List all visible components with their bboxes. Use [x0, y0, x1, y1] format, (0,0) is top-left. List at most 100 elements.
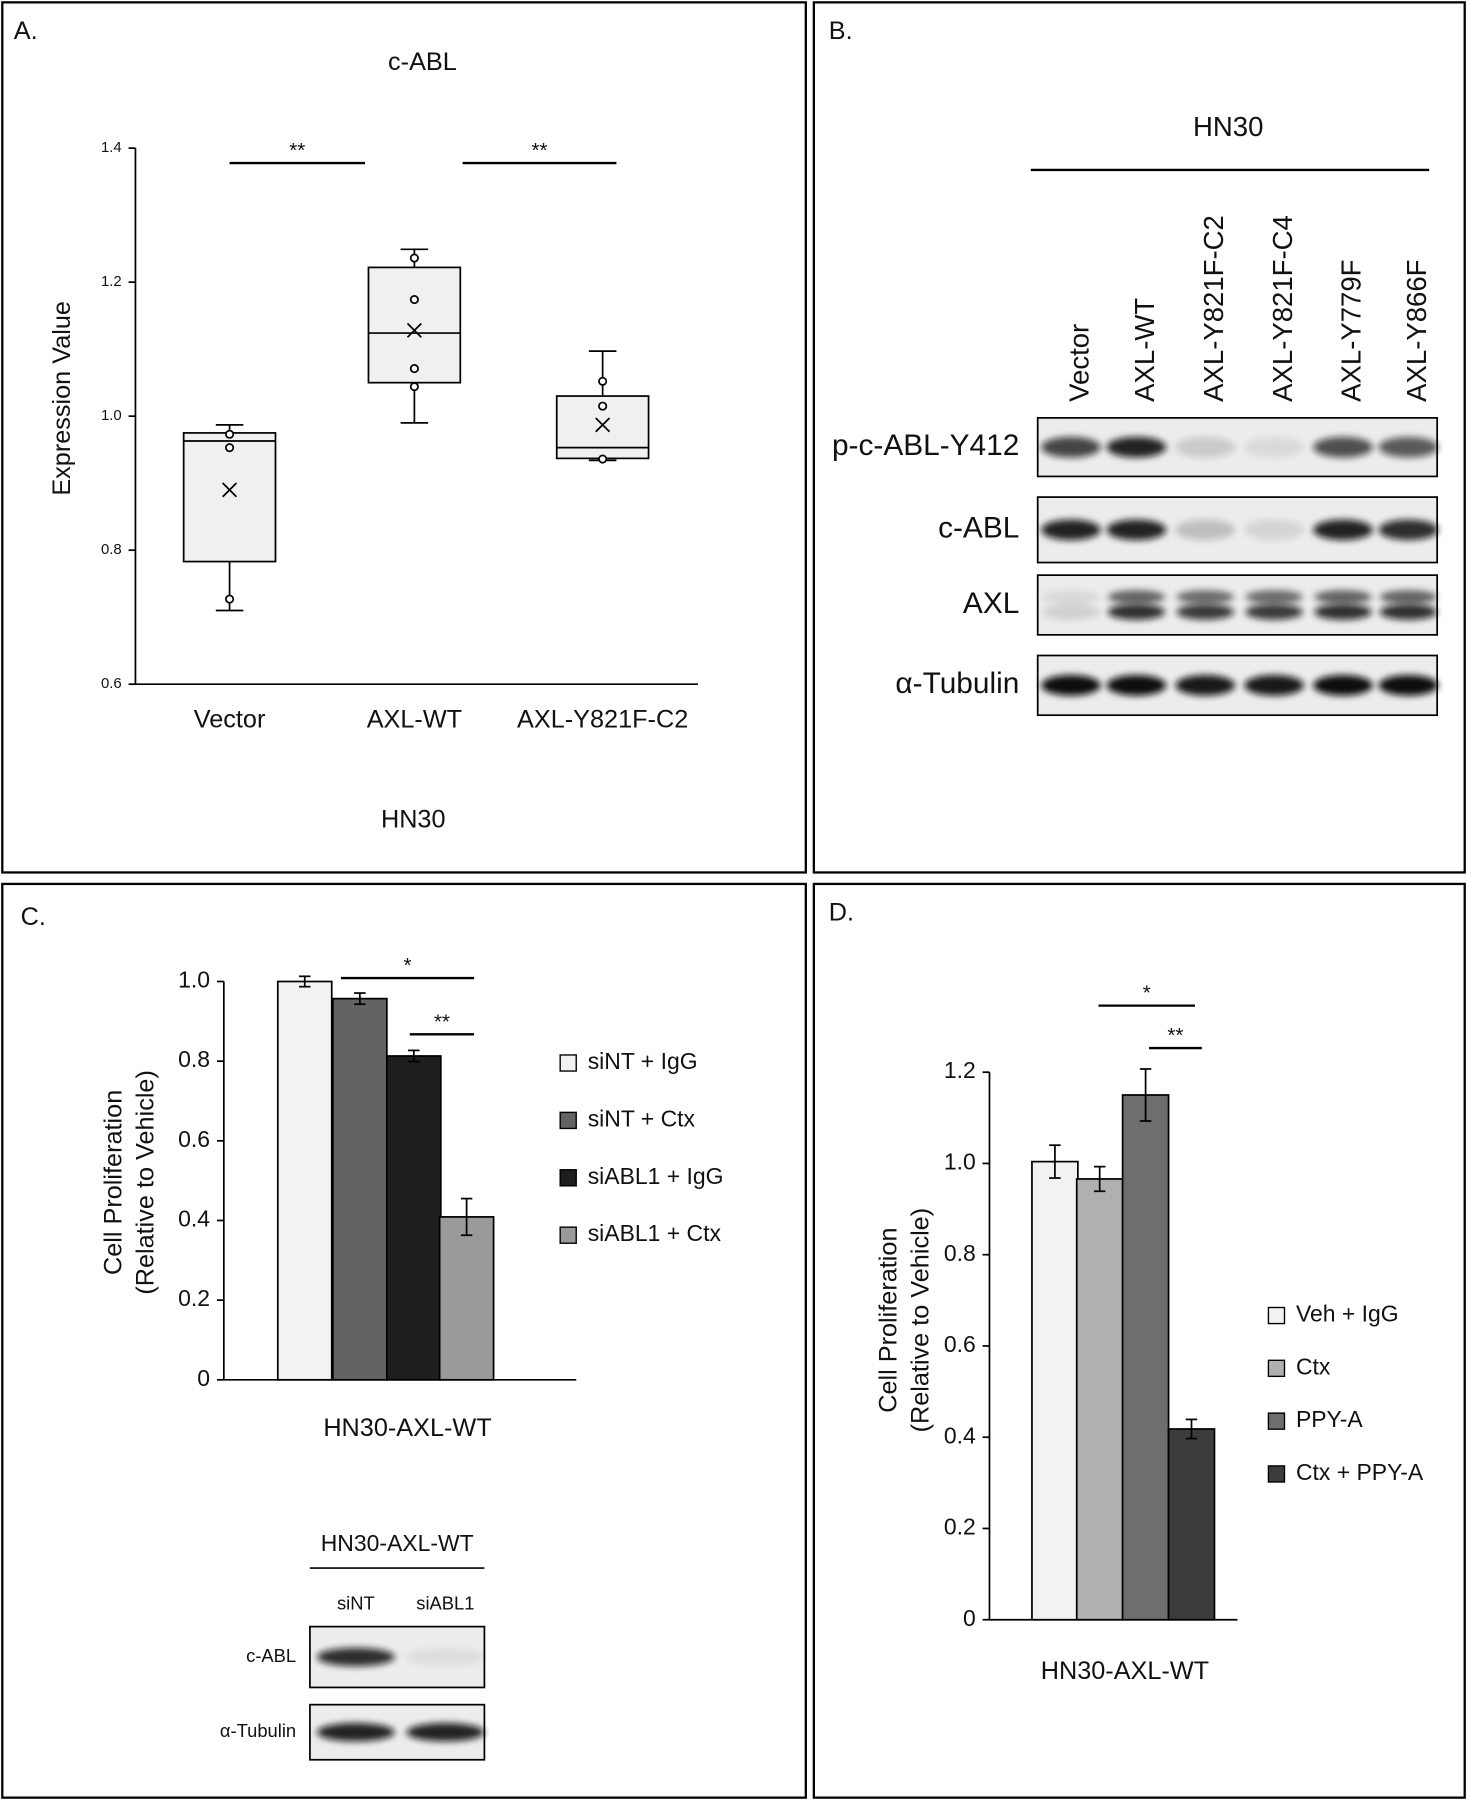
- legend-swatch: [1267, 1359, 1286, 1378]
- y-tick-label: 1.0: [101, 407, 122, 424]
- blot-band: [1175, 436, 1236, 458]
- y-tick-label: 0.4: [178, 1206, 210, 1232]
- x-tick-label: AXL-WT: [367, 706, 462, 734]
- significance-label: **: [434, 1010, 450, 1033]
- blot-band: [1378, 519, 1439, 541]
- blot-band: [1244, 675, 1304, 696]
- bar: [1031, 1160, 1079, 1621]
- data-point: [598, 376, 608, 386]
- blot-band: [1379, 590, 1438, 604]
- legend-swatch: [559, 1054, 577, 1072]
- box: [367, 266, 462, 384]
- y-tick-label: 1.2: [101, 273, 122, 290]
- legend-label: Ctx + PPY-A: [1296, 1459, 1424, 1485]
- legend-swatch: [559, 1169, 577, 1187]
- blot-band: [1314, 603, 1372, 620]
- y-tick-label: 0.4: [944, 1422, 976, 1448]
- legend-label: PPY-A: [1296, 1406, 1363, 1432]
- blot-band: [1175, 519, 1236, 541]
- data-point: [225, 429, 235, 439]
- legend-swatch: [1267, 1412, 1286, 1430]
- blot-band: [316, 1723, 395, 1742]
- blot-membrane: [1036, 574, 1439, 636]
- blot-band: [1313, 519, 1373, 541]
- lane-label: siNT: [337, 1593, 375, 1614]
- lane-label: AXL-Y779F: [1336, 259, 1367, 401]
- data-point: [409, 364, 419, 374]
- blot-band: [1041, 436, 1101, 458]
- significance-label: **: [289, 139, 305, 162]
- blot-band: [1244, 519, 1304, 541]
- legend-swatch: [1267, 1306, 1286, 1325]
- blot-band: [1106, 675, 1167, 696]
- mean-marker: [406, 322, 422, 338]
- blot-row-label: c-ABL: [938, 512, 1019, 545]
- blot-band: [1379, 603, 1438, 620]
- panel-frame: [1, 1, 807, 874]
- panel-label: A.: [14, 17, 38, 45]
- y-tick-label: 0: [963, 1605, 976, 1631]
- lane-label: AXL-Y821F-C4: [1267, 215, 1298, 402]
- bar: [1075, 1178, 1124, 1621]
- bar: [385, 1055, 442, 1381]
- y-tick-label: 0.6: [944, 1331, 976, 1357]
- panel-label: D.: [829, 898, 854, 926]
- y-axis-title: (Relative to Vehicle): [906, 1208, 934, 1433]
- blot-band: [1107, 590, 1166, 604]
- y-axis-title: Expression Value: [48, 301, 76, 496]
- panel-frame: [1, 882, 807, 1799]
- data-point: [409, 382, 419, 392]
- chart-title: c-ABL: [388, 48, 457, 76]
- y-tick-label: 0.6: [101, 675, 122, 692]
- y-tick-label: 0.2: [178, 1285, 210, 1311]
- blot-row-label: c-ABL: [246, 1645, 296, 1666]
- significance-label: *: [403, 954, 411, 977]
- blot-band: [1106, 519, 1167, 541]
- y-tick-label: 0.8: [178, 1046, 210, 1072]
- legend-swatch: [559, 1226, 577, 1244]
- blot-row-label: α-Tubulin: [220, 1720, 296, 1741]
- legend-label: Ctx: [1296, 1353, 1331, 1379]
- bar: [1121, 1094, 1170, 1621]
- y-tick-label: 0: [197, 1365, 210, 1391]
- blot-band: [1176, 590, 1234, 604]
- blot-band: [1378, 675, 1439, 696]
- data-point: [225, 443, 235, 453]
- blot-band: [406, 1647, 485, 1667]
- y-tick-label: 1.4: [101, 139, 122, 156]
- data-point: [409, 253, 419, 263]
- bar: [1167, 1428, 1216, 1621]
- significance-label: **: [531, 139, 547, 162]
- blot-row-label: AXL: [963, 587, 1019, 620]
- y-tick-label: 0.2: [944, 1514, 976, 1540]
- y-tick-label: 0.8: [101, 541, 122, 558]
- legend-label: siABL1 + IgG: [588, 1163, 724, 1189]
- data-point: [409, 295, 419, 305]
- y-tick-label: 1.2: [944, 1057, 976, 1083]
- bar: [332, 997, 388, 1381]
- blot-band: [1042, 603, 1100, 620]
- panel-frame: [812, 882, 1466, 1799]
- bar: [276, 980, 333, 1381]
- box: [182, 432, 277, 563]
- mean-marker: [595, 417, 611, 433]
- panel-frame: [812, 1, 1466, 874]
- legend-label: siNT + IgG: [588, 1048, 698, 1074]
- blot-band: [1378, 436, 1439, 458]
- blot-band: [1041, 519, 1101, 541]
- blot-row-label: α-Tubulin: [895, 667, 1019, 700]
- blot-title: HN30: [1193, 111, 1263, 142]
- y-axis-title: Cell Proliferation: [99, 1090, 127, 1275]
- blot-band: [1176, 603, 1234, 620]
- significance-label: **: [1167, 1024, 1183, 1047]
- y-tick-label: 0.8: [944, 1240, 976, 1266]
- lane-label: AXL-Y866F: [1401, 259, 1432, 401]
- lane-label: AXL-Y821F-C2: [1198, 215, 1229, 402]
- blot-band: [1041, 675, 1101, 696]
- x-axis-title: HN30-AXL-WT: [1041, 1657, 1209, 1685]
- x-axis-title: HN30-AXL-WT: [323, 1414, 491, 1442]
- y-axis-title: Cell Proliferation: [874, 1228, 902, 1413]
- panel-label: C.: [21, 903, 46, 931]
- legend-label: siABL1 + Ctx: [588, 1220, 722, 1246]
- lane-label: siABL1: [416, 1593, 474, 1614]
